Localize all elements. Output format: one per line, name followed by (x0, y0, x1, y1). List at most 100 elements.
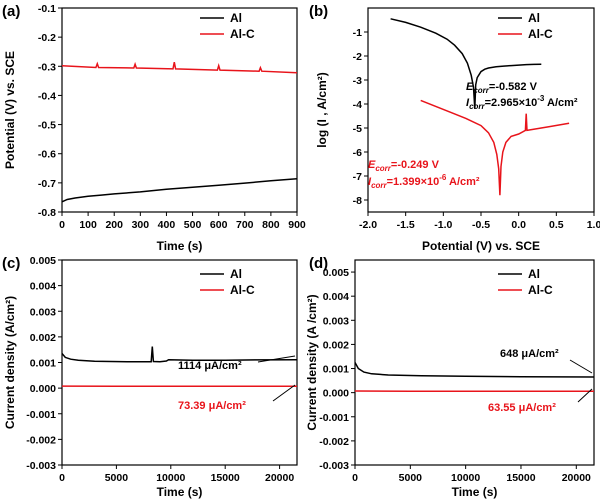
y-tick-label: -1 (353, 27, 362, 39)
legend-label: Al-C (230, 283, 255, 297)
series-line-al (355, 362, 594, 378)
y-tick-label: -0.6 (38, 149, 56, 161)
x-tick-label: 10000 (451, 472, 480, 484)
legend-label: Al-C (528, 27, 553, 41)
x-tick-label: 0 (59, 219, 65, 231)
x-axis-label: Time (s) (452, 485, 498, 499)
x-tick-label: 0.5 (549, 219, 564, 231)
panel-label-c: (c) (2, 255, 20, 272)
legend-label: Al (230, 267, 242, 281)
y-tick-label: 0.001 (30, 358, 56, 370)
x-axis-label: Time (s) (157, 239, 203, 253)
y-tick-label: 0.005 (323, 267, 349, 279)
y-tick-label: -0.001 (26, 409, 56, 421)
panel-label-b: (b) (309, 3, 328, 20)
x-tick-label: 15000 (211, 472, 240, 484)
x-tick-label: 0 (352, 472, 358, 484)
y-tick-label: -2 (353, 51, 362, 63)
plot-frame (354, 259, 595, 466)
x-axis-label: Potential (V) vs. SCE (422, 239, 540, 253)
y-tick-label: -4 (353, 99, 362, 111)
series-line-al (62, 178, 297, 203)
annotation-c-al: 1114 μA/cm² (178, 360, 242, 372)
annotation-alc-ecorr: Ecorr=-0.249 V (368, 159, 440, 173)
x-tick-label: 700 (236, 219, 254, 231)
x-tick-label: 5000 (105, 472, 129, 484)
annotation-d-al: 648 μA/cm² (500, 348, 559, 360)
y-tick-label: 0.003 (30, 306, 56, 318)
chart-panel-c: 0 5000 10000 15000 20000 -0.003 -0.002 -0.001 0.… (3, 255, 298, 499)
x-tick-label: 100 (79, 219, 97, 231)
x-tick-label: 500 (184, 219, 202, 231)
y-tick-label: 0.004 (30, 281, 56, 293)
y-tick-label: -0.003 (26, 460, 56, 472)
y-tick-label: -0.002 (319, 436, 349, 448)
y-tick-label: -0.003 (319, 460, 349, 472)
x-tick-label: 0 (59, 472, 65, 484)
y-tick-label: 0.004 (323, 291, 349, 303)
y-tick-label: 0.002 (323, 339, 349, 351)
chart-panel-b: -2.0 -1.5 -1.0 -0.5 0.0 0.5 1.0 -8 -7 -6 -5 -4 -3 -2 -… (315, 7, 600, 253)
x-tick-label: 15000 (506, 472, 535, 484)
y-tick-label: 0.003 (323, 315, 349, 327)
series-line-alc (62, 61, 297, 74)
legend-label: Al (528, 11, 540, 25)
legend-label: Al-C (230, 27, 255, 41)
plot-frame (61, 7, 298, 213)
x-tick-label: -1.5 (397, 219, 415, 231)
y-tick-label: -0.8 (38, 207, 56, 219)
annotation-arrow-c-alc (272, 384, 296, 402)
y-axis-label: Current density (A/cm²) (3, 296, 17, 429)
y-tick-label: -0.5 (38, 120, 56, 132)
x-tick-label: 400 (158, 219, 176, 231)
y-tick-label: 0.002 (30, 332, 56, 344)
chart-panel-d: 0 5000 10000 15000 20000 -0.003 -0.002 -0.001 0.… (305, 259, 595, 499)
chart-panel-a: 0 100 200 300 400 500 600 700 800 900 -0.8 -0.7 -0.6… (3, 3, 306, 253)
x-tick-label: 200 (105, 219, 123, 231)
legend-label: Al (528, 267, 540, 281)
y-tick-label: -8 (353, 195, 362, 207)
annotation-c-alc: 73.39 μA/cm² (178, 400, 246, 412)
y-tick-label: 0.000 (323, 388, 349, 400)
y-axis-label: Potential (V) vs. SCE (3, 51, 17, 169)
legend-label: Al-C (528, 283, 553, 297)
y-axis-label: Current density (A /cm²) (305, 294, 319, 430)
x-tick-label: 900 (288, 219, 306, 231)
annotation-al-ecorr: Ecorr=-0.582 V (466, 81, 538, 95)
y-tick-label: -0.3 (38, 61, 56, 73)
y-tick-label: -0.4 (38, 90, 56, 102)
y-tick-label: -0.1 (38, 3, 56, 15)
annotation-alc-icorr: Icorr=1.399×10-6 A/cm² (368, 173, 480, 190)
y-tick-label: -0.2 (38, 32, 56, 44)
annotation-arrow-d-alc (577, 388, 593, 403)
y-tick-label: -0.7 (38, 178, 56, 190)
series-line-alc (420, 99, 570, 196)
x-tick-label: 20000 (265, 472, 294, 484)
panel-label-d: (d) (309, 255, 328, 272)
y-tick-label: 0.005 (30, 255, 56, 267)
y-tick-label: 0.001 (323, 364, 349, 376)
annotation-al-icorr: Icorr=2.965×10-3 A/cm² (466, 94, 578, 111)
x-tick-label: 800 (262, 219, 280, 231)
y-tick-label: -3 (353, 75, 362, 87)
x-tick-label: -2.0 (359, 219, 377, 231)
annotation-arrow-d-al (569, 359, 593, 374)
x-tick-label: 5000 (399, 472, 423, 484)
x-tick-label: 600 (210, 219, 228, 231)
y-tick-label: -0.002 (26, 434, 56, 446)
annotation-arrow-c-al (257, 355, 296, 363)
y-tick-label: -6 (353, 147, 362, 159)
x-tick-label: -1.0 (434, 219, 452, 231)
series-line-al (62, 346, 297, 363)
y-tick-label: -0.001 (319, 412, 349, 424)
x-tick-label: 0.0 (511, 219, 526, 231)
x-axis-label: Time (s) (157, 485, 203, 499)
x-tick-label: -0.5 (472, 219, 490, 231)
y-tick-label: -5 (353, 123, 362, 135)
x-tick-label: 300 (132, 219, 150, 231)
annotation-d-alc: 63.55 μA/cm² (488, 402, 556, 414)
x-tick-label: 10000 (156, 472, 185, 484)
panel-label-a: (a) (2, 3, 20, 20)
y-axis-label: log (I , A/cm²) (315, 72, 329, 148)
